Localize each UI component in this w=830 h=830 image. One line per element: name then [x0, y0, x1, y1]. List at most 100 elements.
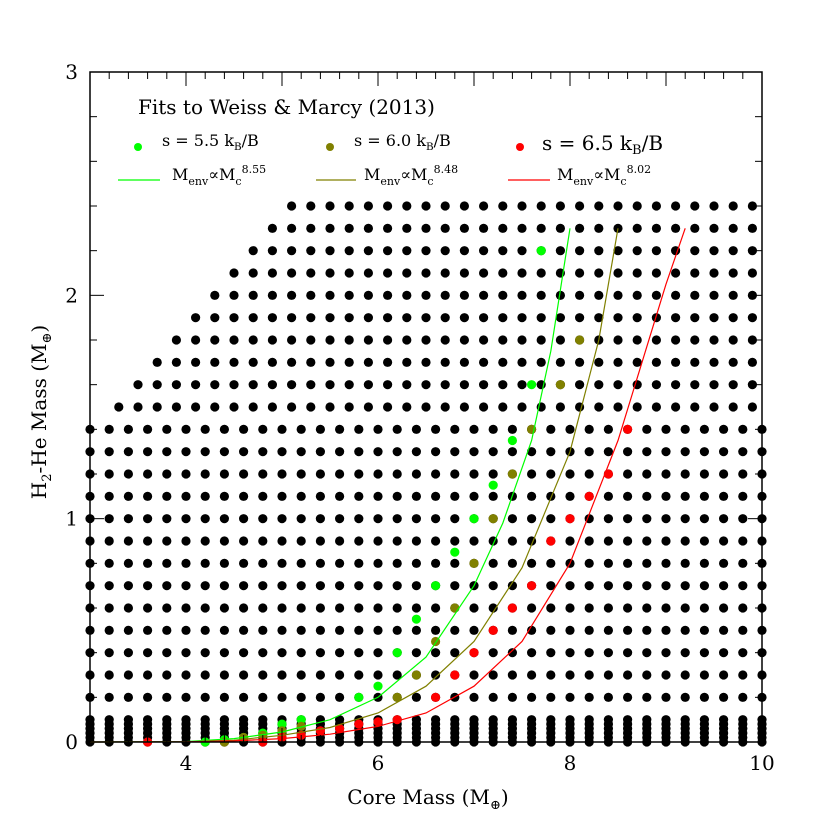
model-point: [671, 335, 681, 345]
model-point: [239, 581, 249, 591]
model-point: [498, 201, 508, 211]
model-point: [219, 648, 229, 658]
model-point: [699, 625, 710, 635]
model-point: [527, 469, 537, 479]
series-point-0: [469, 514, 479, 524]
model-point: [383, 201, 393, 211]
model-point: [536, 335, 546, 345]
model-point: [123, 648, 133, 658]
model-point: [479, 380, 489, 390]
model-point: [325, 380, 335, 390]
model-point: [459, 380, 469, 390]
model-point: [632, 313, 642, 323]
model-point: [527, 625, 537, 635]
model-point: [383, 380, 393, 390]
y-tick-label: 1: [65, 507, 78, 531]
model-point: [162, 558, 172, 568]
model-point: [354, 648, 364, 658]
model-point: [584, 447, 594, 457]
model-point: [335, 715, 345, 725]
model-point: [642, 692, 652, 702]
model-point: [431, 715, 441, 725]
model-point: [335, 581, 345, 591]
model-point: [623, 670, 633, 680]
series-point-2: [584, 491, 594, 501]
model-point: [651, 402, 662, 412]
model-point: [699, 581, 710, 591]
model-point: [315, 469, 325, 479]
model-point: [479, 357, 489, 367]
model-point: [680, 648, 690, 658]
model-point: [123, 491, 133, 501]
model-point: [623, 715, 633, 725]
model-point: [315, 558, 325, 568]
model-point: [411, 447, 421, 457]
model-point: [210, 357, 220, 367]
model-point: [594, 246, 604, 256]
model-point: [191, 380, 201, 390]
model-point: [171, 380, 181, 390]
model-point: [267, 335, 277, 345]
model-point: [373, 558, 383, 568]
series-point-0: [277, 719, 287, 729]
model-point: [459, 201, 469, 211]
model-point: [728, 290, 738, 300]
model-point: [613, 290, 623, 300]
model-point: [296, 648, 306, 658]
series-point-0: [354, 692, 364, 702]
model-point: [229, 268, 239, 278]
model-point: [277, 558, 287, 568]
model-point: [488, 603, 498, 613]
model-point: [411, 648, 421, 658]
model-point: [613, 268, 623, 278]
series-point-1: [450, 603, 460, 613]
model-point: [738, 536, 748, 546]
model-point: [296, 514, 306, 524]
model-point: [239, 514, 249, 524]
model-point: [363, 268, 373, 278]
fit-line-2: [89, 228, 686, 743]
model-point: [632, 357, 642, 367]
model-point: [335, 558, 345, 568]
model-point: [392, 670, 402, 680]
model-point: [719, 625, 729, 635]
model-point: [507, 581, 517, 591]
model-point: [603, 447, 614, 457]
model-point: [344, 290, 354, 300]
model-point: [219, 692, 229, 702]
model-point: [267, 380, 277, 390]
axis-ticks: 4 6 8 10 0 1 2 3: [65, 60, 774, 775]
model-point: [335, 536, 345, 546]
model-point: [239, 715, 249, 725]
model-point: [651, 335, 662, 345]
model-point: [623, 603, 633, 613]
model-point: [383, 357, 393, 367]
model-point: [517, 357, 527, 367]
model-point: [738, 603, 748, 613]
model-point: [123, 692, 133, 702]
model-point: [719, 558, 729, 568]
model-point: [104, 514, 114, 524]
model-point: [171, 357, 181, 367]
model-point: [162, 648, 172, 658]
model-point: [642, 603, 652, 613]
model-point: [143, 670, 153, 680]
model-point: [488, 715, 498, 725]
series-point-1: [392, 692, 402, 702]
model-point: [728, 357, 738, 367]
model-point: [680, 514, 690, 524]
model-point: [680, 715, 690, 725]
model-point: [527, 692, 537, 702]
model-point: [546, 469, 556, 479]
y-axis-title: H2-He Mass (M⊕): [27, 325, 55, 499]
model-point: [411, 424, 421, 434]
model-point: [546, 581, 556, 591]
model-point: [575, 223, 585, 233]
model-point: [200, 625, 210, 635]
model-point: [613, 201, 623, 211]
model-point: [354, 469, 364, 479]
model-point: [661, 424, 671, 434]
model-point: [479, 402, 489, 412]
model-point: [575, 201, 585, 211]
